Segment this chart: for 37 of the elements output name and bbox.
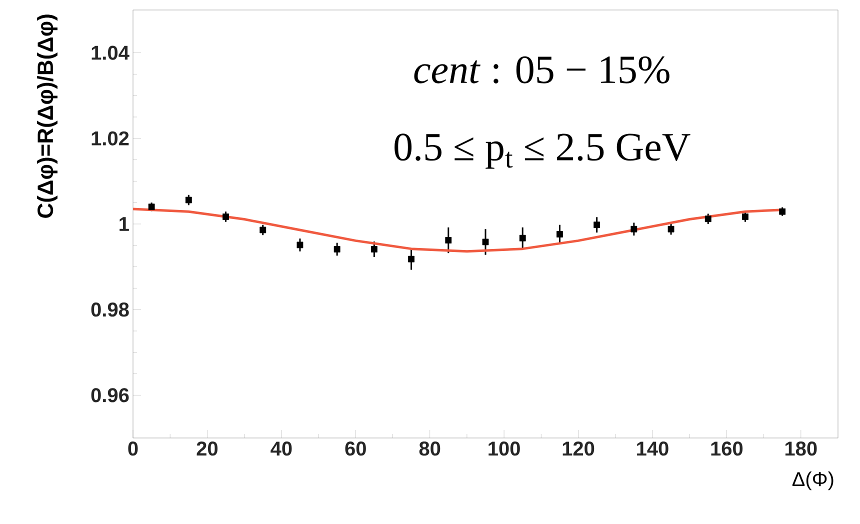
point bbox=[519, 234, 526, 242]
point bbox=[668, 226, 674, 232]
y-tick-label: 1.04 bbox=[92, 46, 130, 60]
annotation: 0.5 ≤ p$_{t}$ ≤ 2.5 GeV bbox=[394, 134, 690, 169]
point bbox=[556, 231, 563, 238]
point bbox=[779, 208, 786, 215]
x-tick-label: 0 bbox=[128, 442, 138, 456]
y-tick-label: 0.98 bbox=[91, 302, 129, 317]
y-tick-label: 0.96 bbox=[91, 388, 129, 402]
x-tick-label: 120 bbox=[562, 442, 594, 456]
x-tick-label: 140 bbox=[637, 442, 668, 456]
x-tick-label: 40 bbox=[270, 442, 292, 456]
point bbox=[185, 196, 192, 204]
point bbox=[482, 238, 489, 246]
y-tick-label: 1.02 bbox=[92, 131, 129, 146]
x-tick-label: 60 bbox=[345, 442, 366, 456]
y-axis-title: C(Δφ)=R(Δφ)/B(Δφ) bbox=[36, 14, 58, 218]
x-tick-label: 180 bbox=[785, 442, 817, 456]
point bbox=[594, 222, 600, 228]
x-tick-label: 20 bbox=[196, 442, 218, 456]
point bbox=[370, 246, 378, 252]
point bbox=[296, 242, 304, 248]
point bbox=[260, 226, 266, 234]
x-tick-label: 80 bbox=[419, 442, 440, 456]
y-tick-label: 1 bbox=[120, 217, 129, 231]
point bbox=[334, 246, 340, 252]
point bbox=[408, 256, 414, 262]
point bbox=[742, 214, 748, 220]
x-axis-title: Δ(Φ) bbox=[792, 472, 834, 490]
x-tick-label: 100 bbox=[488, 442, 520, 456]
point bbox=[704, 216, 712, 222]
point bbox=[148, 204, 155, 210]
point bbox=[222, 214, 229, 220]
annotation: cent : 05 − 15% bbox=[414, 56, 670, 84]
point bbox=[445, 237, 452, 244]
point bbox=[630, 226, 638, 232]
x-tick-label: 160 bbox=[711, 442, 743, 456]
